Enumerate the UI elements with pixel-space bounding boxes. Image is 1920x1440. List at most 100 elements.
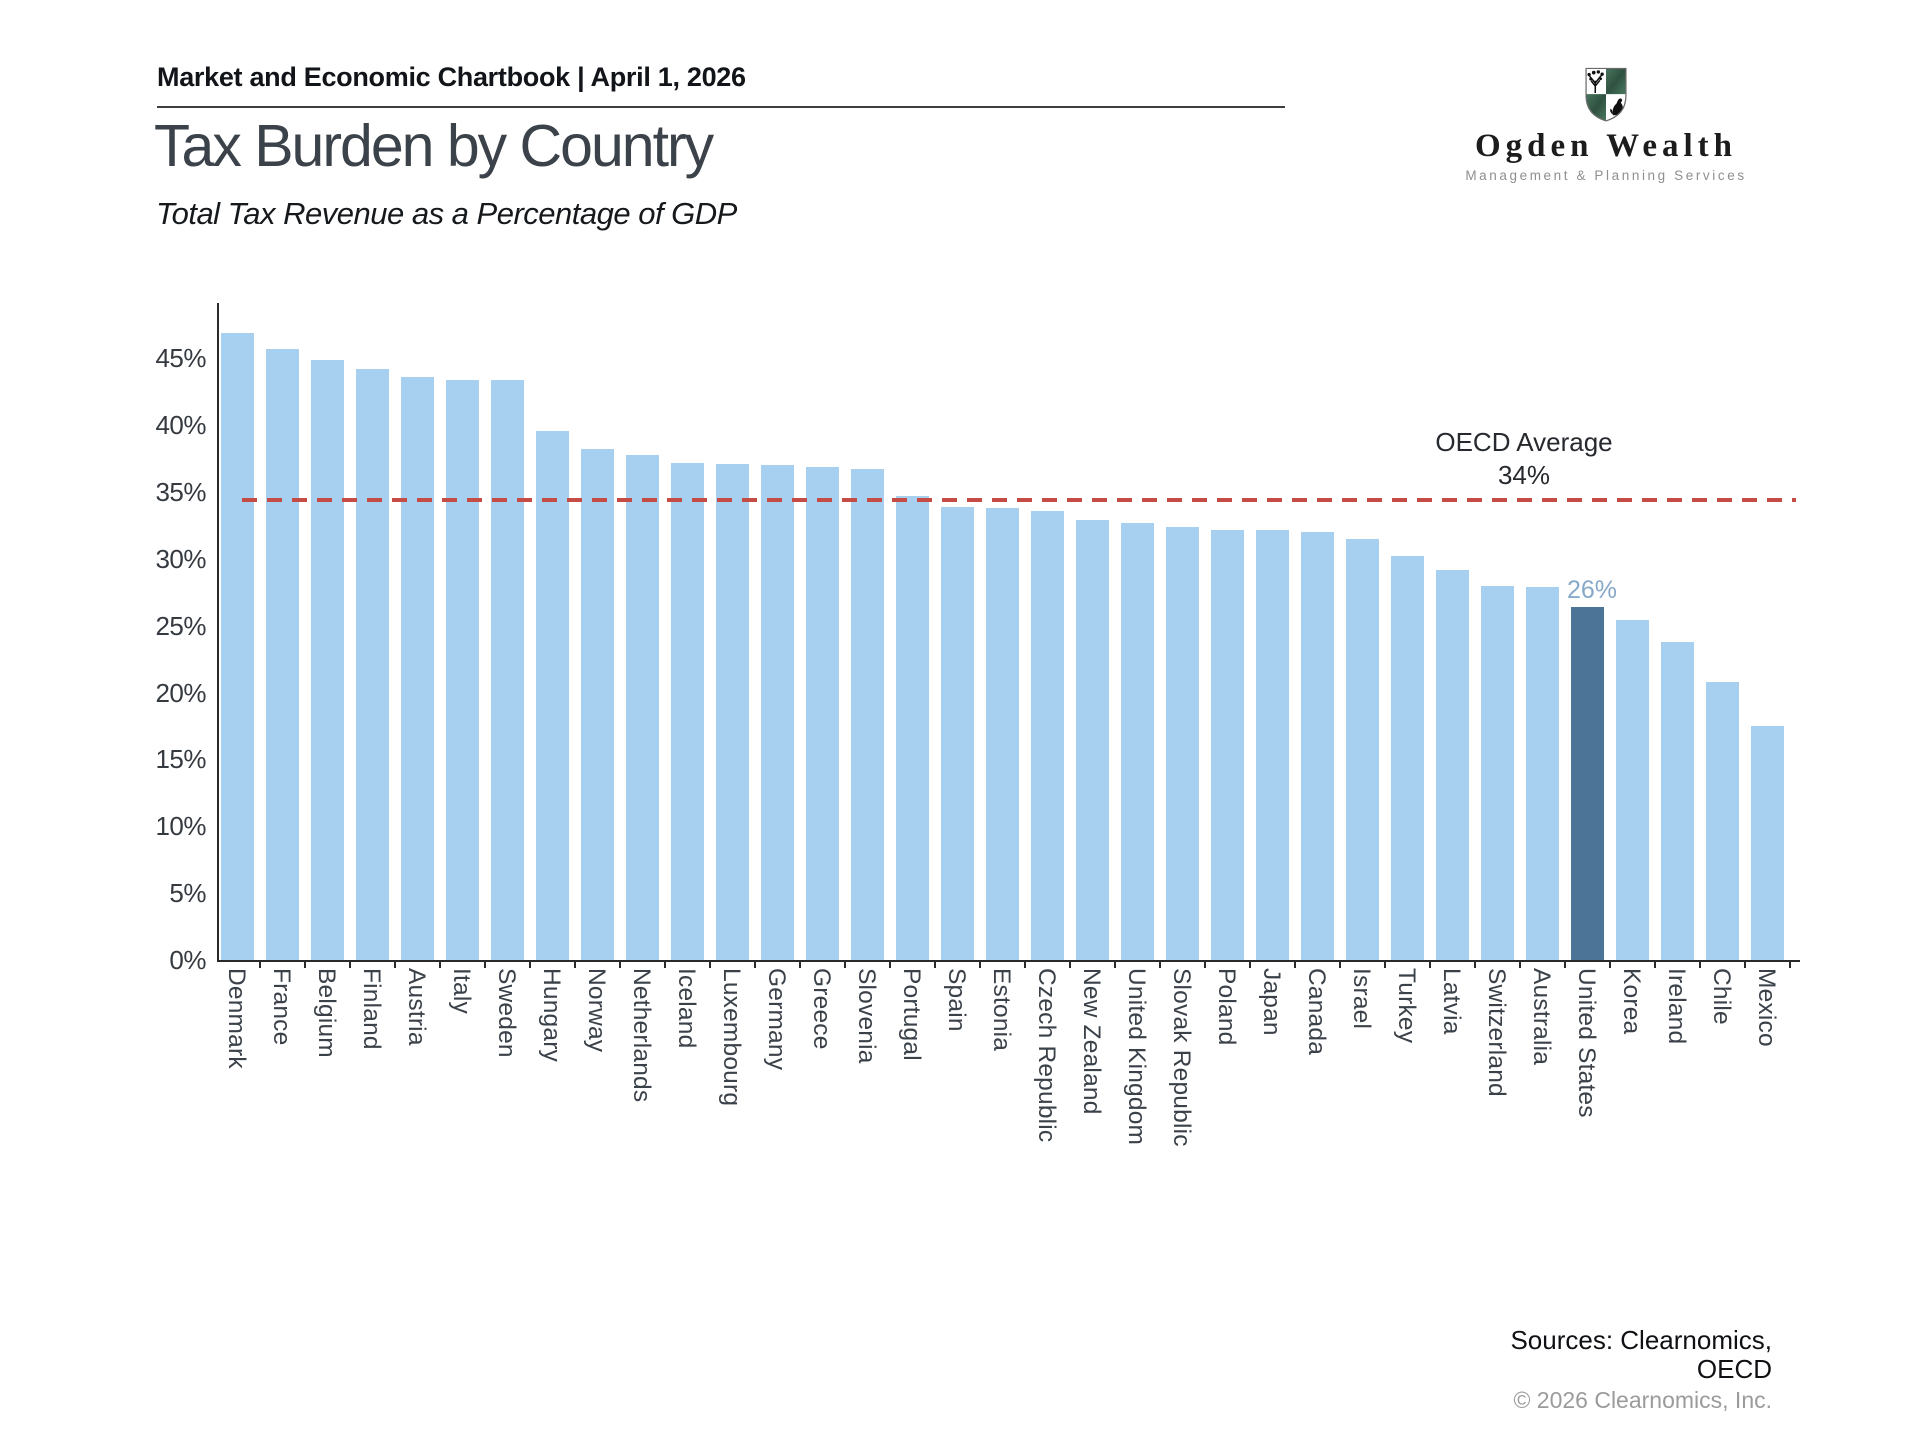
bar-iceland xyxy=(670,462,704,960)
x-axis-tick xyxy=(573,962,576,968)
x-axis-label-germany: Germany xyxy=(763,968,790,1071)
x-axis-label-denmark: Denmark xyxy=(223,968,250,1069)
x-axis-tick xyxy=(1518,962,1521,968)
x-axis-tick xyxy=(1788,962,1791,968)
x-axis-label-belgium: Belgium xyxy=(313,968,340,1058)
page-subtitle: Total Tax Revenue as a Percentage of GDP xyxy=(156,196,737,231)
x-axis-tick xyxy=(1608,962,1611,968)
x-axis-tick xyxy=(1068,962,1071,968)
x-axis-label-spain: Spain xyxy=(943,968,970,1032)
bar-slovenia xyxy=(850,469,884,960)
x-axis-label-greece: Greece xyxy=(808,968,835,1050)
bar-austria xyxy=(400,377,434,960)
bar-netherlands xyxy=(625,454,659,960)
bar-denmark xyxy=(220,333,254,960)
bar-united-kingdom xyxy=(1120,522,1154,960)
oecd-average-label: OECD Average 34% xyxy=(1374,426,1674,492)
x-axis-line xyxy=(217,960,1800,962)
bar-greece xyxy=(805,466,839,960)
lion-icon xyxy=(1610,98,1623,116)
chartbook-header: Market and Economic Chartbook | April 1,… xyxy=(157,62,746,92)
bar-korea xyxy=(1615,620,1649,960)
x-axis-label-new-zealand: New Zealand xyxy=(1078,968,1105,1115)
x-axis-label-turkey: Turkey xyxy=(1393,968,1420,1044)
copyright-line: © 2026 Clearnomics, Inc. xyxy=(1513,1387,1772,1413)
x-axis-tick xyxy=(1203,962,1206,968)
bar-norway xyxy=(580,449,614,960)
y-axis-tick-label: 30% xyxy=(155,543,206,574)
tree-foliage xyxy=(1587,70,1604,81)
x-axis-tick xyxy=(753,962,756,968)
x-axis-label-czech-republic: Czech Republic xyxy=(1033,968,1060,1143)
x-axis-label-united-states: United States xyxy=(1573,968,1600,1118)
bar-slovak-republic xyxy=(1165,526,1199,960)
footer: Sources: Clearnomics, OECD © 2026 Clearn… xyxy=(1510,1326,1772,1415)
bar-new-zealand xyxy=(1075,520,1109,960)
x-axis-label-chile: Chile xyxy=(1708,968,1735,1025)
x-axis-label-australia: Australia xyxy=(1528,968,1555,1066)
y-axis-tick-label: 45% xyxy=(155,343,206,374)
bar-switzerland xyxy=(1480,585,1514,960)
ogden-wealth-logo: Ogden Wealth Management & Planning Servi… xyxy=(1460,66,1752,183)
bar-mexico xyxy=(1750,726,1784,960)
x-axis-tick xyxy=(798,962,801,968)
y-axis-tick-label: 10% xyxy=(155,811,206,842)
x-axis-tick xyxy=(663,962,666,968)
bar-poland xyxy=(1210,529,1244,960)
bar-latvia xyxy=(1435,569,1469,960)
x-axis-label-slovak-republic: Slovak Republic xyxy=(1168,968,1195,1147)
bar-canada xyxy=(1300,532,1334,960)
x-axis-label-france: France xyxy=(268,968,295,1046)
shield-quadrant-green-tr xyxy=(1606,68,1626,95)
x-axis-label-slovenia: Slovenia xyxy=(853,968,880,1064)
oecd-average-label-line1: OECD Average xyxy=(1435,427,1613,457)
x-axis-label-norway: Norway xyxy=(583,968,610,1053)
us-bar-value-label: 26% xyxy=(1566,576,1618,604)
bar-estonia xyxy=(985,508,1019,960)
x-axis-tick xyxy=(1743,962,1746,968)
x-axis-tick xyxy=(483,962,486,968)
x-axis-label-sweden: Sweden xyxy=(493,968,520,1058)
bar-germany xyxy=(760,465,794,960)
x-axis-tick xyxy=(528,962,531,968)
oecd-average-label-line2: 34% xyxy=(1497,460,1551,490)
x-axis-tick xyxy=(303,962,306,968)
x-axis-label-korea: Korea xyxy=(1618,968,1645,1035)
x-axis-tick xyxy=(933,962,936,968)
x-axis-label-austria: Austria xyxy=(403,968,430,1046)
x-axis-tick xyxy=(1338,962,1341,968)
bar-sweden xyxy=(490,379,524,960)
x-axis-tick xyxy=(888,962,891,968)
x-axis-tick xyxy=(1383,962,1386,968)
bar-belgium xyxy=(310,359,344,960)
bar-portugal xyxy=(895,496,929,960)
page-title: Tax Burden by Country xyxy=(154,113,714,179)
x-axis-label-iceland: Iceland xyxy=(673,968,700,1049)
bar-france xyxy=(265,349,299,960)
bar-spain xyxy=(940,506,974,960)
sources-line2: OECD xyxy=(1696,1354,1772,1384)
bar-luxembourg xyxy=(715,464,749,960)
bar-ireland xyxy=(1660,641,1694,960)
x-axis-label-switzerland: Switzerland xyxy=(1483,968,1510,1097)
logo-tagline: Management & Planning Services xyxy=(1465,168,1747,183)
bar-israel xyxy=(1345,538,1379,960)
x-axis-tick xyxy=(843,962,846,968)
sources-line1: Sources: Clearnomics, xyxy=(1510,1325,1772,1355)
x-axis-tick xyxy=(708,962,711,968)
bar-australia xyxy=(1525,587,1559,960)
bar-chile xyxy=(1705,681,1739,960)
x-axis-tick xyxy=(1293,962,1296,968)
x-axis-tick xyxy=(1473,962,1476,968)
bar-united-states xyxy=(1570,607,1604,960)
x-axis-tick xyxy=(618,962,621,968)
x-axis-label-estonia: Estonia xyxy=(988,968,1015,1052)
bar-hungary xyxy=(535,430,569,960)
y-axis-line xyxy=(217,303,219,960)
x-axis-tick xyxy=(1428,962,1431,968)
tree-icon xyxy=(1588,74,1602,93)
x-axis-label-latvia: Latvia xyxy=(1438,968,1465,1035)
y-axis-tick-label: 15% xyxy=(155,744,206,775)
shield-crest-icon xyxy=(1585,67,1627,122)
